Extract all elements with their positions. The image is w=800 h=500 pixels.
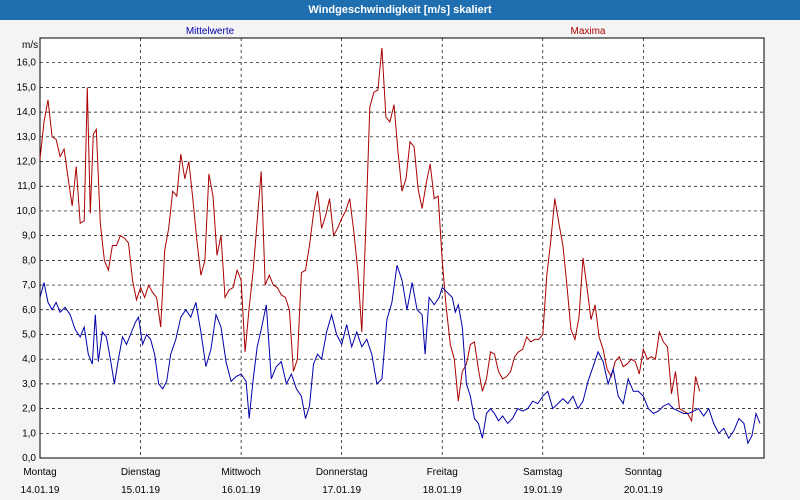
y-tick-label: 14,0 [17, 107, 37, 118]
y-tick-label: 13,0 [17, 132, 37, 143]
series-line-mittelwerte [39, 265, 761, 445]
legend-maxima: Maxima [570, 26, 605, 37]
y-tick-label: 11,0 [17, 181, 36, 192]
y-tick-label: 3,0 [22, 379, 36, 390]
x-tick-date: 15.01.19 [121, 485, 160, 496]
x-tick-day: Samstag [523, 467, 562, 478]
x-tick-date: 19.01.19 [523, 485, 562, 496]
y-tick-label: 0,0 [22, 453, 36, 464]
x-tick-date: 14.01.19 [21, 485, 60, 496]
y-axis-ticks: 0,0 1,0 2,0 3,0 4,0 5,0 6,0 7,0 8,0 9,0 10,0 11,0 12… [17, 58, 37, 464]
y-tick-label: 6,0 [22, 305, 36, 316]
y-tick-label: 16,0 [17, 58, 37, 69]
y-tick-label: 2,0 [22, 404, 36, 415]
y-axis-unit-label: m/s [22, 40, 38, 51]
y-tick-label: 15,0 [17, 82, 37, 93]
window-title: Windgeschwindigkeit [m/s] skaliert [0, 0, 800, 20]
x-tick-date: 17.01.19 [322, 485, 361, 496]
x-tick-day: Donnerstag [316, 467, 368, 478]
x-tick-day: Mittwoch [221, 467, 260, 478]
y-tick-label: 8,0 [22, 255, 36, 266]
series-line-maxima [39, 47, 701, 423]
x-tick-date: 20.01.19 [624, 485, 663, 496]
y-tick-label: 10,0 [17, 206, 37, 217]
x-tick-date: 18.01.19 [423, 485, 462, 496]
y-tick-label: 4,0 [22, 354, 36, 365]
legend-mittelwerte: Mittelwerte [186, 26, 235, 37]
y-tick-label: 5,0 [22, 329, 36, 340]
y-tick-label: 12,0 [17, 157, 37, 168]
x-tick-day: Montag [23, 467, 56, 478]
x-tick-date: 16.01.19 [222, 485, 261, 496]
x-tick-day: Sonntag [625, 467, 662, 478]
plot-frame [39, 37, 765, 459]
y-tick-label: 9,0 [22, 231, 36, 242]
y-tick-label: 7,0 [22, 280, 36, 291]
x-axis-ticks: Montag 14.01.19 Dienstag 15.01.19 Mittwoch 16… [21, 467, 664, 496]
x-tick-day: Dienstag [121, 467, 160, 478]
x-tick-day: Freitag [427, 467, 458, 478]
y-tick-label: 1,0 [22, 428, 36, 439]
